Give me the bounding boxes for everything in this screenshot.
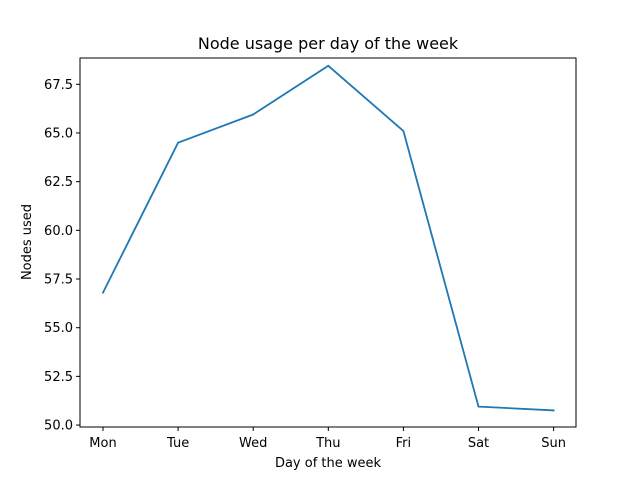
y-tick-label: 55.0 [44,321,73,336]
y-tick-label: 60.0 [44,224,73,239]
y-axis-label: Nodes used [20,204,35,280]
x-axis: Mon Tue Wed Thu Fri Sat Sun [89,427,566,451]
data-point [102,291,104,294]
x-tick-label: Wed [239,436,267,451]
x-tick-label: Tue [166,436,189,451]
y-tick-label: 50.0 [44,419,73,434]
x-tick-label: Fri [396,436,412,451]
chart-title: Node usage per day of the week [198,34,459,53]
y-tick-label: 62.5 [44,175,73,190]
x-tick-label: Thu [315,436,340,451]
y-tick-label: 52.5 [44,370,73,385]
data-point [402,130,405,132]
data-point [477,405,480,408]
x-tick-label: Sat [468,436,489,451]
x-tick-label: Sun [541,436,566,451]
data-point [552,409,555,412]
data-point [327,64,330,67]
x-tick-label: Mon [89,436,116,451]
data-point [252,113,255,116]
x-axis-label: Day of the week [275,456,382,471]
plot-area [101,64,555,412]
y-tick-label: 57.5 [44,273,73,288]
y-axis: 50.0 52.5 55.0 57.5 60.0 62.5 65.0 67.5 [44,78,80,434]
y-tick-label: 65.0 [44,126,73,141]
data-point [177,141,180,144]
y-tick-label: 67.5 [44,78,73,93]
